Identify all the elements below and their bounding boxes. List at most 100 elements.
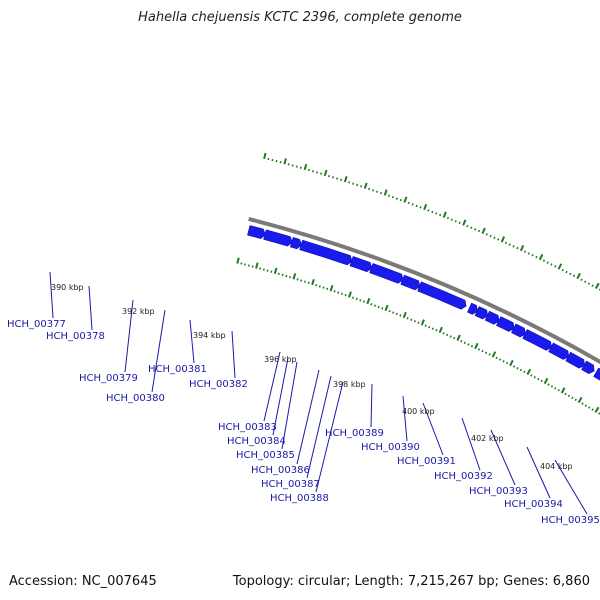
inner-tick bbox=[351, 296, 355, 299]
outer-tick bbox=[516, 246, 519, 250]
outer-tick bbox=[391, 196, 394, 199]
gene-label[interactable]: HCH_00390 bbox=[361, 442, 420, 453]
gene-label[interactable]: HCH_00386 bbox=[251, 465, 310, 476]
outer-tick bbox=[442, 211, 447, 218]
gene-label[interactable]: HCH_00392 bbox=[434, 471, 493, 482]
outer-tick bbox=[576, 272, 581, 280]
gene-arrow bbox=[400, 274, 421, 291]
inner-tick bbox=[410, 318, 413, 321]
gene-label[interactable]: HCH_00384 bbox=[227, 436, 286, 447]
inner-tick bbox=[584, 404, 587, 407]
gene-label[interactable]: HCH_00380 bbox=[106, 393, 165, 404]
inner-tick bbox=[424, 324, 427, 327]
inner-tick bbox=[285, 274, 288, 278]
inner-tick bbox=[540, 379, 543, 383]
kbp-label: 404 kbp bbox=[540, 462, 573, 471]
inner-tick bbox=[270, 270, 273, 273]
outer-tick bbox=[279, 161, 282, 164]
accession-text: Accession: NC_007645 bbox=[9, 574, 157, 589]
outer-tick bbox=[554, 265, 557, 268]
gene-label[interactable]: HCH_00389 bbox=[325, 428, 384, 439]
gene-label[interactable]: HCH_00383 bbox=[218, 422, 277, 433]
outer-tick bbox=[383, 189, 388, 196]
gene-label[interactable]: HCH_00382 bbox=[189, 379, 248, 390]
gene-arrow bbox=[263, 229, 293, 247]
inner-tick bbox=[460, 340, 463, 343]
inner-tick bbox=[543, 377, 549, 385]
inner-tick bbox=[266, 269, 269, 272]
inner-tick bbox=[406, 317, 409, 320]
outer-tick bbox=[557, 263, 563, 270]
inner-tick bbox=[567, 394, 571, 398]
gene-label[interactable]: HCH_00385 bbox=[236, 450, 295, 461]
outer-tick bbox=[352, 182, 355, 185]
inner-tick bbox=[467, 343, 470, 346]
gene-label[interactable]: HCH_00387 bbox=[261, 479, 320, 490]
inner-tick bbox=[533, 375, 536, 379]
gene-arrow bbox=[417, 281, 467, 310]
outer-tick bbox=[584, 280, 587, 283]
inner-tick bbox=[495, 356, 498, 360]
gene-leader-line bbox=[296, 369, 320, 465]
outer-tick bbox=[542, 259, 546, 263]
gene-label[interactable]: HCH_00381 bbox=[148, 364, 207, 375]
gene-label[interactable]: HCH_00391 bbox=[397, 456, 456, 467]
inner-tick bbox=[359, 299, 362, 302]
inner-tick bbox=[289, 275, 292, 279]
inner-tick bbox=[395, 312, 398, 316]
outer-tick bbox=[481, 227, 486, 234]
inner-tick bbox=[449, 335, 452, 338]
gene-leader-line bbox=[189, 319, 195, 364]
outer-tick bbox=[372, 189, 375, 192]
inner-tick bbox=[300, 279, 303, 282]
inner-tick bbox=[509, 359, 514, 367]
gene-leader-line bbox=[272, 357, 289, 436]
outer-tick bbox=[550, 263, 553, 266]
gene-leader-line bbox=[490, 429, 516, 486]
gene-arrow bbox=[289, 237, 302, 250]
inner-tick bbox=[236, 257, 240, 264]
inner-tick bbox=[337, 291, 340, 294]
inner-tick bbox=[315, 284, 318, 287]
gene-leader-line bbox=[231, 330, 236, 379]
outer-tick bbox=[477, 229, 481, 233]
outer-tick bbox=[587, 282, 591, 285]
inner-tick bbox=[333, 290, 336, 293]
outer-tick bbox=[512, 245, 515, 248]
gene-label[interactable]: HCH_00395 bbox=[541, 515, 600, 526]
outer-tick bbox=[295, 165, 298, 168]
outer-tick bbox=[263, 152, 267, 160]
gene-leader-line bbox=[263, 351, 281, 422]
outer-tick bbox=[299, 166, 302, 169]
inner-tick bbox=[547, 383, 550, 386]
kbp-labels: 390 kbp 392 kbp 394 kbp 396 kbp 398 kbp 400 k… bbox=[51, 283, 573, 471]
gene-leader-line bbox=[315, 381, 344, 493]
inner-tick bbox=[326, 287, 329, 291]
gene-label[interactable]: HCH_00377 bbox=[7, 319, 66, 330]
inner-tick bbox=[477, 348, 481, 351]
gene-arrow bbox=[511, 323, 526, 338]
gene-label[interactable]: HCH_00394 bbox=[504, 499, 563, 510]
inner-tick bbox=[362, 300, 366, 303]
inner-tick bbox=[438, 326, 443, 334]
gene-track bbox=[247, 225, 600, 381]
inner-tick bbox=[340, 292, 343, 296]
inner-tick bbox=[523, 370, 526, 374]
inner-tick bbox=[247, 264, 250, 267]
gene-label[interactable]: HCH_00388 bbox=[270, 493, 329, 504]
outer-tick bbox=[454, 220, 457, 223]
outer-tick bbox=[546, 261, 549, 264]
outer-tick bbox=[407, 201, 410, 205]
outer-tick bbox=[336, 177, 339, 180]
inner-tick bbox=[259, 267, 262, 270]
inner-tick bbox=[251, 265, 254, 268]
inner-tick bbox=[588, 406, 591, 409]
inner-tick bbox=[255, 262, 259, 269]
inner-tick bbox=[502, 360, 505, 363]
gene-label[interactable]: HCH_00379 bbox=[79, 373, 138, 384]
inner-tick bbox=[446, 333, 449, 337]
gene-leader-line bbox=[554, 459, 588, 515]
gene-label[interactable]: HCH_00393 bbox=[469, 486, 528, 497]
gene-label[interactable]: HCH_00378 bbox=[46, 331, 105, 342]
outer-tick bbox=[271, 158, 274, 162]
